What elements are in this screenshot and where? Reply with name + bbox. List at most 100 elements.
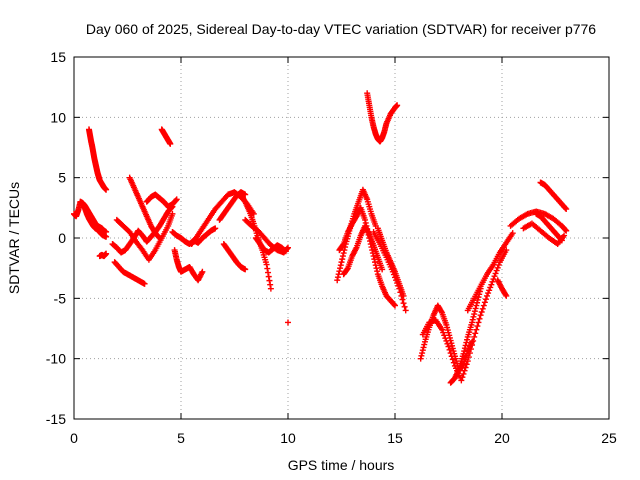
data-point [373,265,380,272]
series-seg30 [464,230,516,314]
data-point [421,341,428,348]
x-tick-label: 10 [280,430,296,446]
data-point [334,274,341,281]
data-point [509,230,516,237]
series-seg4 [96,250,110,260]
data-point [285,244,291,251]
data-point [443,337,450,344]
data-point [440,329,447,336]
data-point [394,102,401,109]
x-tick-label: 20 [494,430,510,446]
data-point [503,247,510,254]
data-point [446,346,453,353]
data-point [479,305,486,312]
data-point [339,253,346,260]
data-point [419,350,426,357]
y-tick-label: 15 [50,49,66,65]
x-axis-label: GPS time / hours [288,457,395,473]
y-tick-label: -15 [46,411,66,427]
data-point [103,250,110,257]
data-point [339,242,346,249]
chart-title: Day 060 of 2025, Sidereal Day-to-day VTE… [86,21,596,37]
series-seg9 [158,126,174,147]
data-point [212,225,219,232]
data-point [449,356,456,363]
x-tick-label: 15 [387,430,403,446]
data-point [561,232,568,239]
data-point [563,206,570,213]
data-point [338,259,345,266]
data-point [481,299,488,306]
data-point [463,361,470,368]
data-point [419,347,426,354]
data-point [464,358,471,365]
data-point [562,226,569,233]
data-point [266,277,273,284]
data-point [493,267,500,274]
data-point [502,291,509,298]
series-seg15 [220,241,249,273]
data-point [477,312,484,319]
x-tick-label: 25 [601,430,617,446]
data-point [337,262,344,269]
data-point [282,248,289,255]
data-point [401,303,408,310]
data-point [167,140,174,147]
data-point [337,265,344,272]
series-seg10 [143,191,180,210]
series-seg35 [533,210,565,244]
data-point [495,261,502,268]
data-point [492,270,499,277]
data-point [420,344,427,351]
data-point [173,196,180,203]
data-point [462,364,469,371]
data-point [103,228,110,235]
data-point [462,342,469,349]
data-point [467,346,474,353]
data-point [472,305,479,312]
data-point [242,266,249,273]
series-seg26 [374,225,407,299]
y-tick-label: -5 [54,290,67,306]
data-point [459,374,466,381]
data-point [474,323,481,330]
data-point [463,339,470,346]
x-tick-label: 0 [70,430,78,446]
series-seg8 [113,210,176,263]
data-point [562,205,569,212]
data-point [460,370,467,377]
data-point [334,277,341,284]
data-point [340,250,347,257]
data-point [476,315,483,322]
data-point [441,332,448,339]
data-point [267,285,274,292]
data-point [473,326,480,333]
x-tick-label: 5 [177,430,185,446]
data-point [285,319,291,326]
data-point [558,236,565,243]
data-point [267,281,274,288]
data-point [169,210,176,217]
y-tick-label: 0 [58,230,66,246]
points-layer [71,90,570,386]
data-point [447,350,454,357]
data-point [400,300,407,307]
data-point [464,336,471,343]
data-point [491,273,498,280]
data-point [400,292,407,299]
data-point [439,326,446,333]
data-point [488,281,495,288]
data-point [490,276,497,283]
data-point [344,266,351,273]
series-seg24 [364,90,401,145]
series-seg32 [507,208,570,234]
series-seg23 [340,222,386,278]
series-seg20 [285,319,291,326]
data-point [489,278,496,285]
data-point [473,302,480,309]
series-seg14 [190,225,219,246]
data-point [475,319,482,326]
y-axis-label: SDTVAR / TECUs [6,182,22,294]
data-point [402,307,409,314]
